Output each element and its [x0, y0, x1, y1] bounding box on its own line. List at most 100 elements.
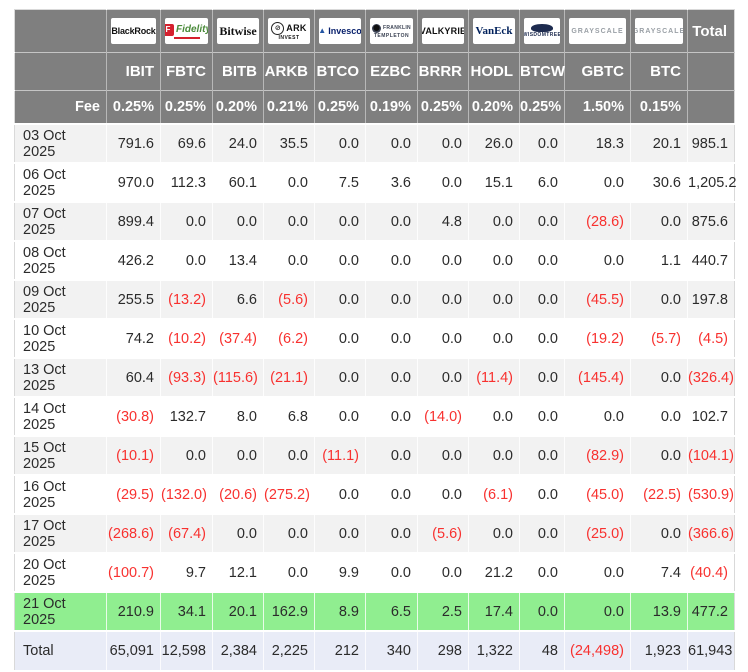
fee-btcw: 0.25% — [519, 90, 565, 125]
ticker-row-total-spacer — [687, 52, 735, 91]
logo-cell-btc: GRAYSCALE — [630, 9, 688, 53]
date-row: 09 Oct 2025 255.5 (13.2) 6.6 (5.6) 0.0 0.0 0.0 0… — [14, 280, 735, 320]
value-cell: 0.0 — [365, 475, 418, 515]
value-cell: (5.6) — [263, 280, 315, 320]
value-cell: 0.0 — [519, 475, 565, 515]
value-cell: 0.0 — [365, 397, 418, 437]
invesco-logo-icon: ▲ Invesco — [319, 18, 361, 44]
value-cell: 61,943 — [687, 631, 735, 672]
value-cell: 102.7 — [687, 397, 735, 437]
date-cell: 21 Oct 2025 — [14, 592, 107, 632]
value-cell: 426.2 — [106, 241, 161, 281]
logo-subtext: TEMPLETON — [373, 32, 410, 39]
value-cell: 1,923 — [630, 631, 688, 672]
franklin-logo-icon: ● FRANKLIN TEMPLETON — [370, 18, 413, 44]
date-row: 03 Oct 2025 791.6 69.6 24.0 35.5 0.0 0.0 0.0 26.… — [14, 124, 735, 164]
logo-row: BlackRock F Fidelity Bitwise ⊘ ARK INVEST ▲ Inve… — [14, 9, 735, 53]
value-cell: 74.2 — [106, 319, 161, 359]
date-cell: 15 Oct 2025 — [14, 436, 107, 476]
value-cell: 12.1 — [212, 553, 264, 593]
ticker-row-spacer — [14, 52, 107, 91]
value-cell: (326.4) — [687, 358, 735, 398]
value-cell: 791.6 — [106, 124, 161, 164]
logo-cell-brrr: VALKYRIE — [417, 9, 469, 53]
value-cell: (45.0) — [564, 475, 631, 515]
date-row: 07 Oct 2025 899.4 0.0 0.0 0.0 0.0 0.0 4.8 0.0 0.0… — [14, 202, 735, 242]
value-cell: 0.0 — [365, 319, 418, 359]
value-cell: 0.0 — [417, 241, 469, 281]
logo-subtext: INVEST — [278, 34, 300, 41]
value-cell: 0.0 — [314, 319, 366, 359]
date-cell: 17 Oct 2025 — [14, 514, 107, 554]
value-cell: 0.0 — [314, 514, 366, 554]
value-cell: 0.0 — [417, 475, 469, 515]
logo-line: ● FRANKLIN — [372, 21, 411, 35]
fee-fbtc: 0.25% — [160, 90, 213, 125]
logo-text: BlackRock — [111, 25, 156, 36]
date-cell: 08 Oct 2025 — [14, 241, 107, 281]
value-cell: 13.9 — [630, 592, 688, 632]
logo-line: BlackRock — [111, 25, 156, 36]
value-cell: (11.1) — [314, 436, 366, 476]
value-cell: 0.0 — [160, 241, 213, 281]
value-cell: 162.9 — [263, 592, 315, 632]
value-cell: 0.0 — [212, 202, 264, 242]
value-cell: 0.0 — [519, 280, 565, 320]
value-cell: 212 — [314, 631, 366, 672]
ticker-arkb: ARKB — [263, 52, 315, 91]
value-cell: (14.0) — [417, 397, 469, 437]
value-cell: 0.0 — [564, 397, 631, 437]
ark-badge-icon: ⊘ — [271, 21, 285, 35]
value-cell: 0.0 — [519, 397, 565, 437]
date-cell: 16 Oct 2025 — [14, 475, 107, 515]
etf-flows-table: BlackRock F Fidelity Bitwise ⊘ ARK INVEST ▲ Inve… — [14, 9, 736, 672]
value-cell: 0.0 — [630, 358, 688, 398]
value-cell: 985.1 — [687, 124, 735, 164]
value-cell: 1,205.2 — [687, 163, 736, 203]
date-cell: 09 Oct 2025 — [14, 280, 107, 320]
value-cell: 0.0 — [564, 553, 631, 593]
logo-cell-ezbc: ● FRANKLIN TEMPLETON — [365, 9, 418, 53]
fidelity-logo-icon: F Fidelity — [165, 18, 208, 44]
value-cell: 0.0 — [365, 553, 418, 593]
ticker-btcw: BTCW — [519, 52, 565, 91]
value-cell: (6.1) — [468, 475, 520, 515]
value-cell: 0.0 — [160, 436, 213, 476]
value-cell: 0.0 — [417, 319, 469, 359]
value-cell: 0.0 — [365, 436, 418, 476]
value-cell: 899.4 — [106, 202, 161, 242]
value-cell: 0.0 — [630, 280, 688, 320]
date-row: 14 Oct 2025 (30.8) 132.7 8.0 6.8 0.0 0.0 (14.0)… — [14, 397, 735, 437]
date-cell: 20 Oct 2025 — [14, 553, 107, 593]
value-cell: 112.3 — [160, 163, 213, 203]
table-body: 03 Oct 2025 791.6 69.6 24.0 35.5 0.0 0.0 0.0 26.… — [14, 124, 736, 672]
value-cell: 970.0 — [106, 163, 161, 203]
value-cell: (6.2) — [263, 319, 315, 359]
value-cell: 0.0 — [263, 553, 315, 593]
value-cell: 1.1 — [630, 241, 688, 281]
logo-cell-gbtc: GRAYSCALE — [564, 9, 631, 53]
fidelity-badge-icon: F — [165, 23, 174, 36]
grayscale-logo-icon: GRAYSCALE — [569, 18, 626, 44]
value-cell: 0.0 — [519, 319, 565, 359]
logo-subtext: WISDOMTREE — [524, 32, 560, 38]
value-cell: 255.5 — [106, 280, 161, 320]
blackrock-logo-icon: BlackRock — [111, 18, 156, 44]
date-row: 20 Oct 2025 (100.7) 9.7 12.1 0.0 9.9 0.0 0.0 21.… — [14, 553, 735, 593]
value-cell: (11.4) — [468, 358, 520, 398]
ticker-btco: BTCO — [314, 52, 366, 91]
fee-row: Fee 0.25% 0.25% 0.20% 0.21% 0.25% 0.19% 0.25% 0.… — [14, 90, 735, 125]
value-cell: 210.9 — [106, 592, 161, 632]
value-cell: 20.1 — [212, 592, 264, 632]
logo-cell-hodl: VanEck — [468, 9, 520, 53]
value-cell: 0.0 — [564, 241, 631, 281]
value-cell: 2.5 — [417, 592, 469, 632]
value-cell: 0.0 — [564, 163, 631, 203]
value-cell: (19.2) — [564, 319, 631, 359]
value-cell: (40.4) — [687, 553, 735, 593]
logo-line: VALKYRIE — [422, 26, 464, 36]
value-cell: 2,384 — [212, 631, 264, 672]
value-cell: 6.6 — [212, 280, 264, 320]
ticker-row: IBIT FBTC BITB ARKB BTCO EZBC BRRR HODL BTCW GBTC… — [14, 52, 735, 91]
date-cell: 07 Oct 2025 — [14, 202, 107, 242]
